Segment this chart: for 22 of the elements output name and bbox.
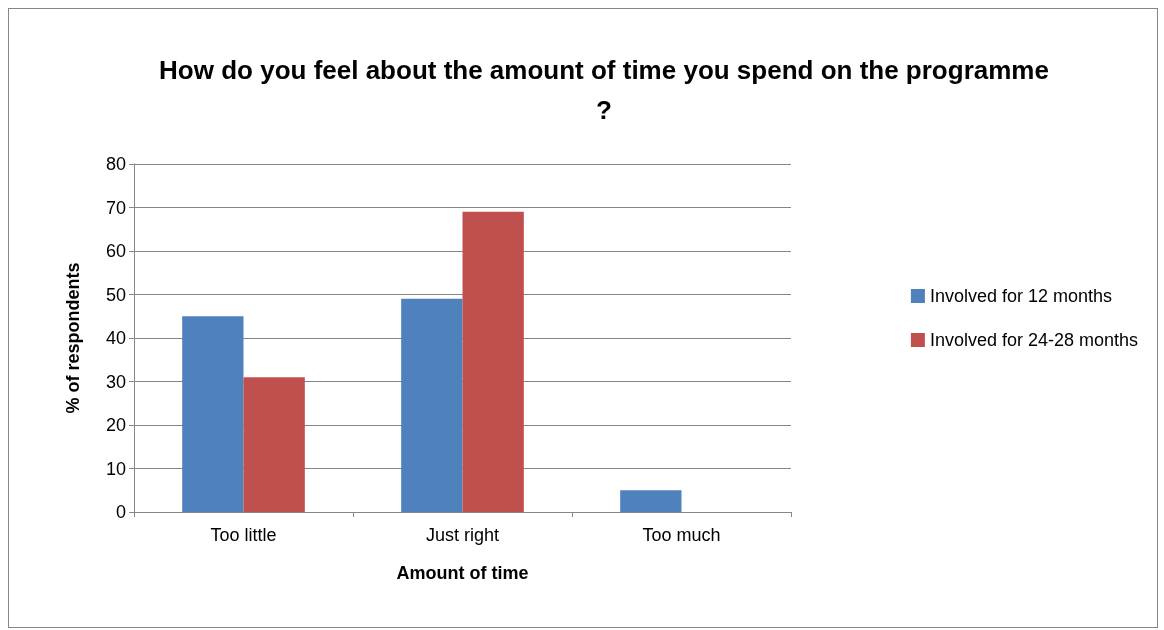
y-tick-label: 70 [105,197,126,218]
x-axis-title: Amount of time [396,563,529,583]
x-tick-label: Too little [210,525,277,545]
y-tick-label: 20 [105,415,126,435]
bar [182,316,244,512]
y-axis-title: % of respondents [63,262,83,414]
y-tick-label: 50 [105,284,126,305]
bar [401,298,463,512]
y-tick-label: 0 [115,502,126,522]
chart-title: How do you feel about the amount of time you spend on the programme? [159,55,1049,125]
y-tick-label: 80 [105,154,126,174]
x-tick-label: Too much [642,525,721,545]
y-tick-label: 30 [105,371,126,392]
y-tick-label: 10 [105,458,126,479]
bar [620,490,682,512]
legend-label: Involved for 24-28 months [929,330,1139,350]
y-tick-label: 60 [105,241,126,261]
bar [243,377,305,512]
legend-label: Involved for 12 months [929,286,1112,306]
y-tick-label: 40 [105,328,126,348]
bar [462,211,524,512]
x-tick-label: Just right [425,525,500,545]
